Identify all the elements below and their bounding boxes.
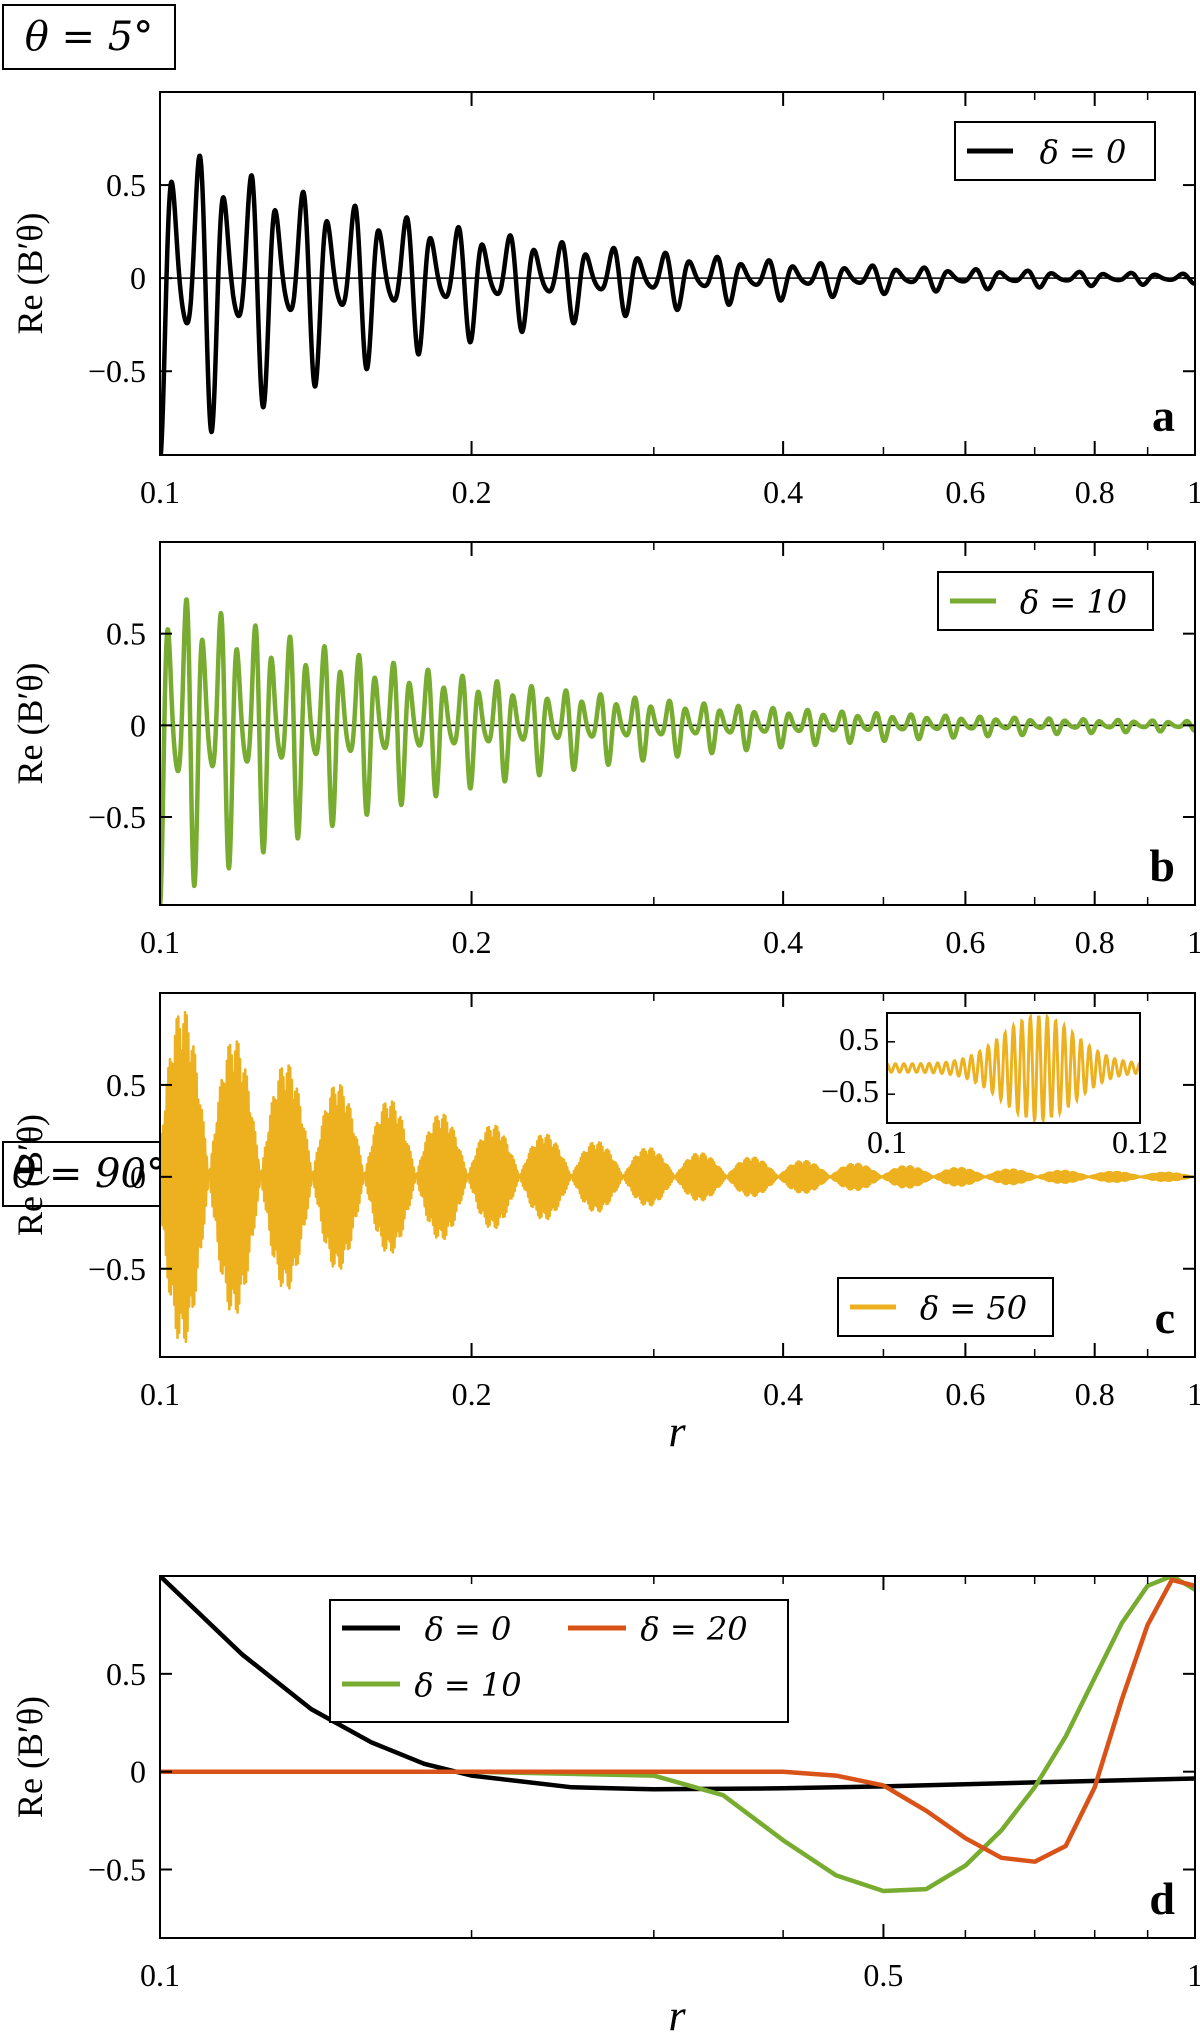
legend: δ = 0 (954, 121, 1156, 181)
x-tick-label: 0.2 (452, 924, 492, 960)
x-tick-label: 0.4 (763, 924, 803, 960)
series-line-0 (160, 1576, 1195, 1792)
axes-frame (159, 1575, 1196, 1939)
legend-label: δ = 10 (414, 1666, 521, 1704)
legend-label: δ = 10 (1020, 583, 1127, 621)
x-tick-label: 0.6 (945, 474, 985, 510)
x-tick-label: 0.2 (452, 474, 492, 510)
x-tick-label: 1 (1187, 1376, 1200, 1412)
y-tick-label: 0.5 (106, 167, 146, 203)
x-tick-label: 0.1 (140, 1957, 180, 1993)
axes-frame (159, 992, 1196, 1358)
x-tick-label: 0.8 (1075, 1376, 1115, 1412)
y-axis-label: Re (B′θ) (10, 212, 50, 334)
y-tick-label: 0.5 (106, 1656, 146, 1692)
chart-panel-a: 0.5 0 −0.5 0.1 0.2 0.4 0.6 0.8 1 Re (B′θ) a δ = 0 (10, 91, 1200, 510)
legend: δ = 0 δ = 10 δ = 20 (329, 1599, 789, 1723)
y-tick-label: 0.5 (106, 616, 146, 652)
axes-frame (159, 91, 1196, 456)
chart-panel-d: 0.5 0 −0.5 0.1 0.5 1 Re (B′θ) d δ = 0 δ = 10 δ = 2… (10, 1575, 1200, 1993)
plot-area (160, 1010, 1195, 1343)
plot-area (160, 153, 1195, 455)
panel-label-a: a (1152, 390, 1175, 441)
panel-label-b: b (1149, 840, 1175, 891)
inset-y-tick-label: 0.5 (839, 1021, 879, 1057)
x-tick-label: 0.2 (452, 1376, 492, 1412)
x-tick-label: 1 (1187, 924, 1200, 960)
legend-box (329, 1599, 789, 1723)
theta-90-header: θ = 90° (2, 1141, 176, 1207)
series-line-0 (160, 153, 1195, 455)
plot-area (160, 597, 1195, 905)
y-tick-label: 0 (130, 707, 146, 743)
legend: δ = 50 (837, 1277, 1054, 1337)
series-line-2 (160, 1577, 1195, 1864)
series-line-0 (160, 1010, 1195, 1343)
inset-frame (886, 1012, 1141, 1124)
y-axis-label: Re (B′θ) (10, 1114, 50, 1236)
series-line-1 (160, 1576, 1195, 1894)
x-tick-label: 1 (1187, 1957, 1200, 1993)
x-tick-label: 0.1 (140, 474, 180, 510)
inset-x-tick-label: 0.12 (1112, 1124, 1168, 1160)
x-axis-label: r (668, 1407, 686, 1456)
legend-label: δ = 50 (920, 1289, 1027, 1327)
x-tick-label: 1 (1187, 474, 1200, 510)
x-tick-label: 0.5 (863, 1957, 903, 1993)
legend-label: δ = 0 (1040, 133, 1127, 171)
inset-chart: 0.5 −0.5 0.1 0.12 (821, 1012, 1168, 1160)
x-tick-label: 0.4 (763, 1376, 803, 1412)
y-tick-label: 0 (130, 1159, 146, 1195)
chart-panel-b: 0.5 0 −0.5 0.1 0.2 0.4 0.6 0.8 1 Re (B′θ) b δ = 10 (10, 541, 1200, 960)
legend-label: δ = 20 (640, 1610, 747, 1648)
inset-series-line (887, 1013, 1140, 1123)
y-tick-label: −0.5 (88, 353, 146, 389)
inset-y-tick-label: −0.5 (821, 1073, 879, 1109)
plot-area (160, 1576, 1195, 1894)
x-tick-label: 0.8 (1075, 474, 1115, 510)
y-tick-label: 0 (130, 1754, 146, 1790)
legend: δ = 10 (937, 571, 1154, 631)
panel-label-d: d (1149, 1873, 1175, 1924)
y-tick-label: −0.5 (88, 1251, 146, 1287)
theta-5-header: θ = 5° (2, 4, 176, 70)
x-tick-label: 0.6 (945, 1376, 985, 1412)
y-tick-label: 0 (130, 260, 146, 296)
y-axis-label: Re (B′θ) (10, 1696, 50, 1818)
y-axis-label: Re (B′θ) (10, 662, 50, 784)
series-line-0 (160, 597, 1195, 905)
y-tick-label: −0.5 (88, 1852, 146, 1888)
panel-label-c: c (1155, 1292, 1175, 1343)
legend-box (837, 1277, 1054, 1337)
legend-label: δ = 0 (425, 1610, 512, 1648)
y-tick-label: −0.5 (88, 799, 146, 835)
x-tick-label: 0.8 (1075, 924, 1115, 960)
y-tick-label: 0.5 (106, 1067, 146, 1103)
axes-frame (159, 541, 1196, 906)
inset-x-tick-label: 0.1 (867, 1124, 907, 1160)
chart-panel-c: 0.5 0 −0.5 0.1 0.2 0.4 0.6 0.8 1 Re (B′θ) c δ = 50 0… (10, 992, 1200, 1412)
x-tick-label: 0.1 (140, 924, 180, 960)
x-tick-label: 0.6 (945, 924, 985, 960)
x-axis-label: r (668, 1991, 686, 2037)
x-tick-label: 0.1 (140, 1376, 180, 1412)
x-tick-label: 0.4 (763, 474, 803, 510)
